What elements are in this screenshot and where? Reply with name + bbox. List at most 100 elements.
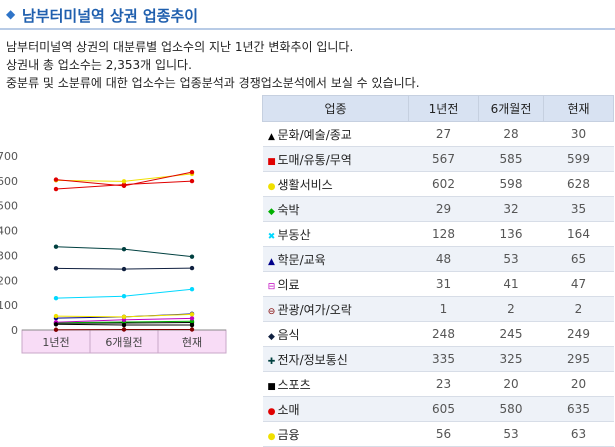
row-name-cell: ⊟의료 [263, 272, 409, 297]
series-marker-icon: ✖ [267, 232, 277, 242]
series-marker-icon: ✚ [267, 357, 277, 367]
y-tick-label: 300 [0, 249, 18, 262]
series-marker-icon: ▲ [267, 257, 277, 267]
description-line-1: 남부터미널역 상권의 대분류별 업소수의 지난 1년간 변화추이 입니다. [6, 38, 353, 55]
title-bar: ◆ 남부터미널역 상권 업종추이 [0, 0, 615, 28]
y-tick-label: 600 [0, 175, 18, 188]
row-label: 학문/교육 [278, 253, 326, 267]
data-point [190, 312, 194, 316]
row-label: 전자/정보통신 [278, 353, 348, 367]
row-name-cell: ●소매 [263, 397, 409, 422]
data-point [190, 266, 194, 270]
row-name-cell: ●생활서비스 [263, 172, 409, 197]
row-name-cell: ▲학문/교육 [263, 247, 409, 272]
value-6m: 20 [479, 372, 544, 397]
value-now: 628 [544, 172, 614, 197]
data-point [190, 327, 194, 331]
y-tick-label: 0 [11, 324, 18, 337]
data-point [122, 323, 126, 327]
header-industry: 업종 [263, 96, 409, 122]
x-tick-label: 1년전 [42, 336, 69, 349]
value-1y: 48 [409, 247, 479, 272]
row-label: 문화/예술/종교 [278, 128, 352, 142]
y-tick-label: 400 [0, 225, 18, 238]
value-1y: 31 [409, 272, 479, 297]
value-now: 47 [544, 272, 614, 297]
row-name-cell: ▲문화/예술/종교 [263, 122, 409, 147]
value-1y: 248 [409, 322, 479, 347]
data-point [190, 170, 194, 174]
value-6m: 325 [479, 347, 544, 372]
series-marker-icon: ● [267, 407, 277, 417]
row-name-cell: ◆음식 [263, 322, 409, 347]
value-1y: 23 [409, 372, 479, 397]
value-6m: 2 [479, 297, 544, 322]
value-now: 2 [544, 297, 614, 322]
data-point [190, 287, 194, 291]
value-6m: 245 [479, 322, 544, 347]
value-now: 30 [544, 122, 614, 147]
series-marker-icon: ■ [267, 382, 277, 392]
value-1y: 602 [409, 172, 479, 197]
value-6m: 580 [479, 397, 544, 422]
title-divider [0, 28, 615, 30]
value-1y: 56 [409, 422, 479, 447]
value-now: 65 [544, 247, 614, 272]
value-6m: 28 [479, 122, 544, 147]
series-marker-icon: ⊖ [267, 307, 277, 317]
row-label: 관광/여가/오락 [278, 303, 352, 317]
value-1y: 335 [409, 347, 479, 372]
value-now: 164 [544, 222, 614, 247]
diamond-bullet-icon: ◆ [6, 7, 15, 21]
value-now: 35 [544, 197, 614, 222]
value-6m: 53 [479, 247, 544, 272]
description-line-3: 중분류 및 소분류에 대한 업소수는 업종분석과 경쟁업소분석에서 보실 수 있… [6, 74, 420, 91]
y-tick-label: 500 [0, 200, 18, 213]
value-6m: 41 [479, 272, 544, 297]
series-marker-icon: ▲ [267, 132, 277, 142]
value-1y: 128 [409, 222, 479, 247]
x-tick-label: 현재 [182, 336, 202, 349]
value-6m: 53 [479, 422, 544, 447]
value-6m: 585 [479, 147, 544, 172]
value-6m: 136 [479, 222, 544, 247]
row-label: 소매 [278, 403, 300, 417]
header-1-year-ago: 1년전 [409, 96, 479, 122]
row-name-cell: ■스포츠 [263, 372, 409, 397]
row-label: 도매/유통/무역 [278, 153, 352, 167]
value-6m: 32 [479, 197, 544, 222]
row-label: 금융 [278, 428, 300, 442]
data-point [122, 179, 126, 183]
series-marker-icon: ● [267, 432, 277, 442]
header-current: 현재 [544, 96, 614, 122]
data-point [122, 267, 126, 271]
series-marker-icon: ◆ [267, 207, 277, 217]
series-marker-icon: ◆ [267, 332, 277, 342]
value-now: 599 [544, 147, 614, 172]
data-point [190, 254, 194, 258]
data-point [190, 323, 194, 327]
data-point [122, 247, 126, 251]
row-label: 스포츠 [278, 378, 311, 392]
row-label: 부동산 [278, 228, 311, 242]
data-point [122, 315, 126, 319]
table-header-row: 업종 1년전 6개월전 현재 [263, 96, 614, 122]
data-point [54, 187, 58, 191]
row-label: 음식 [278, 328, 300, 342]
series-marker-icon: ⊟ [267, 282, 277, 292]
y-tick-label: 100 [0, 299, 18, 312]
value-now: 295 [544, 347, 614, 372]
data-point [122, 184, 126, 188]
